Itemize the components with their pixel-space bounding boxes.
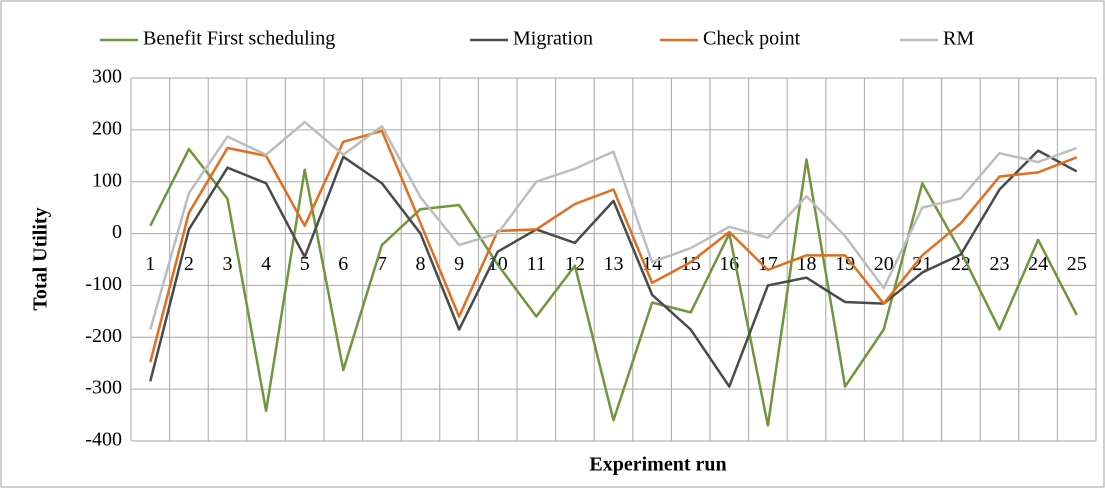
y-tick-label: 200 — [92, 117, 122, 139]
x-tick-label: 1 — [145, 253, 155, 275]
line-series — [149, 147, 1078, 427]
line-series — [149, 120, 1078, 330]
line-series — [149, 149, 1078, 388]
x-tick-label: 22 — [951, 253, 971, 275]
legend-label: Benefit First scheduling — [143, 28, 335, 50]
y-axis-label: Total Utility — [30, 207, 52, 310]
y-tick-label: -100 — [85, 273, 122, 295]
y-tick-label: 100 — [92, 169, 122, 191]
line-series — [149, 129, 1078, 363]
x-tick-label: 19 — [835, 253, 855, 275]
x-tick-label: 13 — [604, 253, 624, 275]
x-tick-label: 23 — [990, 253, 1010, 275]
x-tick-label: 17 — [758, 253, 778, 275]
x-tick-label: 18 — [797, 253, 817, 275]
legend-label: Migration — [513, 28, 593, 50]
x-tick-label: 11 — [527, 253, 546, 275]
x-tick-label: 9 — [454, 253, 464, 275]
x-tick-label: 8 — [416, 253, 426, 275]
x-tick-label: 25 — [1067, 253, 1087, 275]
y-tick-label: -400 — [85, 429, 122, 451]
x-tick-label: 3 — [223, 253, 233, 275]
x-tick-label: 24 — [1028, 253, 1048, 275]
legend-label: Check point — [703, 28, 801, 50]
x-tick-label: 12 — [565, 253, 585, 275]
x-tick-label: 4 — [261, 253, 271, 275]
x-tick-label: 7 — [377, 253, 387, 275]
x-tick-label: 20 — [874, 253, 894, 275]
y-tick-label: -200 — [85, 325, 122, 347]
legend-label: RM — [943, 28, 974, 50]
x-tick-label: 5 — [300, 253, 310, 275]
y-tick-label: 300 — [92, 66, 122, 88]
y-tick-label: -300 — [85, 377, 122, 399]
x-tick-label: 6 — [338, 253, 348, 275]
x-axis-label: Experiment run — [589, 454, 726, 476]
x-tick-label: 2 — [184, 253, 194, 275]
y-tick-label: 0 — [112, 221, 122, 243]
